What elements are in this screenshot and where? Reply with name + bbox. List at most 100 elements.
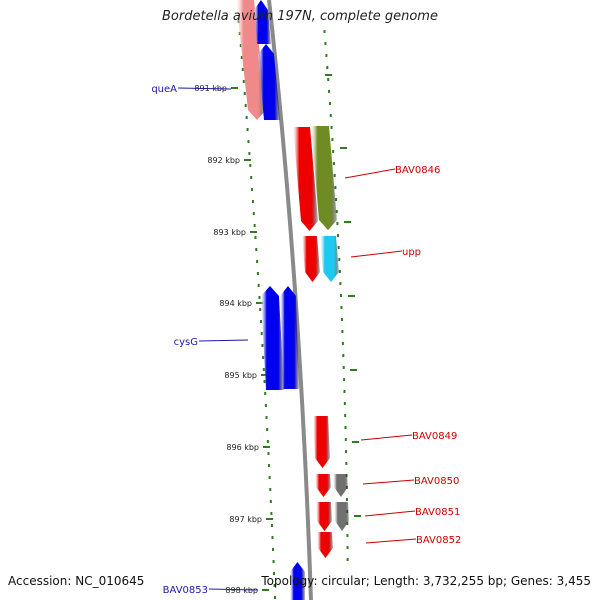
ruler-dot — [341, 342, 344, 345]
ruler-dot — [270, 512, 273, 515]
ruler-dot — [343, 402, 346, 405]
gene-arrow — [261, 286, 284, 390]
gene-arrow — [315, 474, 331, 497]
ruler-dot — [256, 260, 259, 263]
gene-label: cysG — [174, 337, 198, 348]
ruler-dot — [337, 246, 340, 249]
gene-arrow — [290, 562, 305, 600]
ruler-dot — [262, 368, 265, 371]
ruler-dot — [266, 440, 269, 443]
ruler-dot — [255, 248, 258, 251]
gene-arrow — [320, 236, 339, 282]
ruler-dot — [268, 476, 271, 479]
ruler-dot — [345, 462, 348, 465]
ruler-dot — [328, 102, 331, 105]
ruler-dot — [250, 176, 253, 179]
ruler-dot — [342, 354, 345, 357]
ruler-dot — [269, 500, 272, 503]
ruler-tick-label: 895 kbp — [224, 371, 257, 380]
ruler-dot — [339, 294, 342, 297]
ruler-dot — [346, 558, 349, 561]
ruler-dot — [327, 78, 330, 81]
map-title: Bordetella avium 197N, complete genome — [162, 9, 438, 24]
gene-arrow — [236, 0, 266, 120]
ruler-dot — [244, 104, 247, 107]
ruler-dot — [335, 210, 338, 213]
ruler-dot — [337, 234, 340, 237]
ruler-tick-label: 898 kbp — [225, 586, 258, 595]
ruler-dot — [329, 114, 332, 117]
ruler-dot — [242, 80, 245, 83]
ruler-dot — [253, 224, 256, 227]
gene-label-leader — [208, 588, 259, 591]
gene-arrow — [313, 416, 330, 468]
gene-arrow — [311, 126, 337, 230]
gene-label-leader — [364, 510, 416, 517]
ruler-dot — [245, 116, 248, 119]
ruler-dot — [346, 546, 349, 549]
ruler-dot — [332, 162, 335, 165]
ruler-dot — [249, 164, 252, 167]
ruler-dot — [251, 200, 254, 203]
ruler-dot — [338, 258, 341, 261]
gene-label: upp — [402, 247, 421, 258]
ruler-dot — [346, 534, 349, 537]
ruler-dot — [274, 596, 277, 599]
gene-label-leader — [198, 339, 249, 342]
ruler-dot — [257, 284, 260, 287]
ruler-tick-label: 894 kbp — [219, 299, 252, 308]
gene-arrow — [333, 474, 348, 497]
ruler-dot — [345, 498, 348, 501]
ruler-dot — [272, 548, 275, 551]
ruler-dot — [344, 426, 347, 429]
accession-text: Accession: NC_010645 — [8, 574, 145, 588]
ruler-dot — [332, 150, 335, 153]
ruler-dot — [261, 344, 264, 347]
ruler-dot — [341, 330, 344, 333]
ruler-dot — [272, 560, 275, 563]
ruler-dot — [251, 188, 254, 191]
gene-label: BAV0850 — [414, 476, 459, 487]
ruler-dot — [264, 392, 267, 395]
genome-summary-text: Topology: circular; Length: 3,732,255 bp… — [261, 574, 591, 588]
ruler-dot — [256, 272, 259, 275]
ruler-dot — [340, 318, 343, 321]
gene-arrow — [317, 532, 333, 558]
ruler-dot — [246, 128, 249, 131]
ruler-dot — [346, 522, 349, 525]
gene-label: queA — [151, 84, 177, 95]
ruler-dot — [323, 30, 326, 33]
gene-label-leader — [365, 538, 417, 544]
ruler-dot — [343, 378, 346, 381]
gene-label: BAV0852 — [416, 535, 461, 546]
ruler-dot — [265, 416, 268, 419]
gene-arrow — [316, 502, 332, 531]
ruler-dot — [273, 572, 276, 575]
ruler-dot — [267, 452, 270, 455]
ruler-dot — [326, 66, 329, 69]
gene-label-leader — [362, 479, 415, 485]
gene-label-leader — [350, 250, 403, 258]
gene-arrow — [280, 286, 299, 389]
ruler-dot — [344, 414, 347, 417]
ruler-dot — [273, 584, 276, 587]
gene-arrow — [254, 0, 271, 44]
ruler-dot — [269, 488, 272, 491]
gene-arrow — [302, 236, 320, 282]
ruler-dot — [328, 90, 331, 93]
ruler-dot — [324, 42, 327, 45]
ruler-dot — [334, 186, 337, 189]
ruler-dot — [344, 438, 347, 441]
ruler-dot — [240, 56, 243, 59]
ruler-dot — [266, 428, 269, 431]
ruler-dot — [345, 450, 348, 453]
gene-label: BAV0846 — [395, 165, 440, 176]
ruler-dot — [260, 332, 263, 335]
ruler-dot — [336, 222, 339, 225]
ruler-dot — [342, 366, 345, 369]
ruler-dot — [239, 44, 242, 47]
ruler-dot — [268, 464, 271, 467]
gene-label: BAV0851 — [415, 507, 460, 518]
